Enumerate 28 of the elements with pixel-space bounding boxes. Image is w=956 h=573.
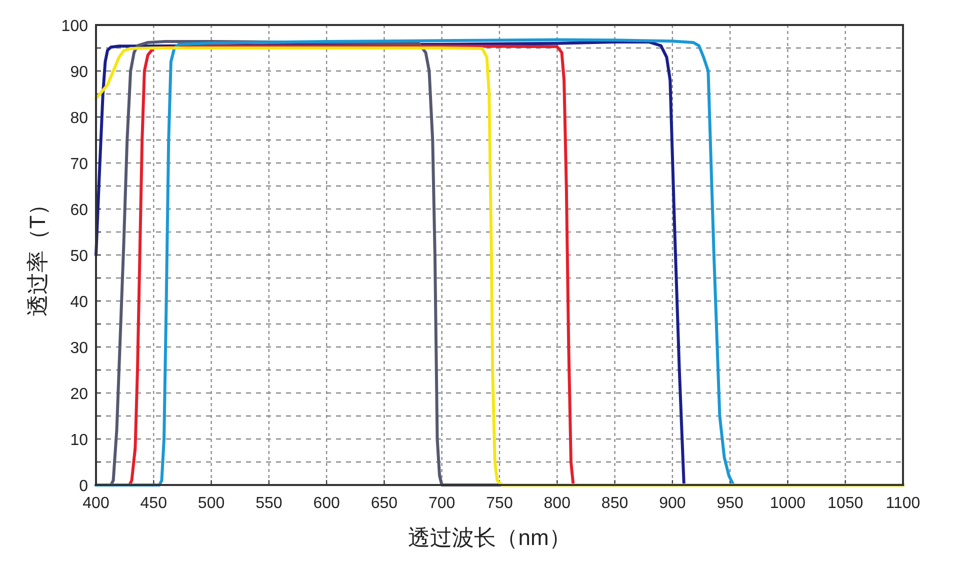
y-tick-label: 20 <box>70 386 88 403</box>
y-tick-label: 60 <box>70 202 88 219</box>
x-tick-label: 900 <box>659 495 686 512</box>
x-tick-label: 400 <box>82 495 110 512</box>
y-axis-title: 透过率（T） <box>25 193 50 317</box>
x-tick-label: 800 <box>544 495 571 512</box>
x-axis-title: 透过波长（nm） <box>408 525 571 550</box>
x-tick-label: 1000 <box>770 495 806 512</box>
x-tick-label: 550 <box>256 495 282 512</box>
x-tick-label: 650 <box>370 495 398 512</box>
y-tick-label: 30 <box>70 340 88 357</box>
x-tick-label: 1050 <box>828 495 864 512</box>
y-tick-label: 70 <box>70 156 88 173</box>
y-tick-label: 100 <box>61 18 88 35</box>
x-tick-label: 850 <box>601 495 628 512</box>
x-tick-label: 950 <box>716 495 744 512</box>
y-tick-label: 0 <box>79 478 88 495</box>
x-tick-label: 600 <box>313 495 340 512</box>
x-tick-label: 500 <box>198 495 225 512</box>
x-tick-label: 700 <box>428 495 456 512</box>
y-tick-label: 80 <box>70 110 88 127</box>
y-tick-label: 90 <box>70 64 88 81</box>
x-tick-label: 750 <box>486 495 513 512</box>
x-tick-label: 450 <box>140 495 168 512</box>
y-tick-label: 40 <box>70 294 88 311</box>
y-tick-label: 10 <box>70 432 88 449</box>
x-tick-label: 1100 <box>886 495 920 512</box>
y-tick-label: 50 <box>70 248 88 265</box>
